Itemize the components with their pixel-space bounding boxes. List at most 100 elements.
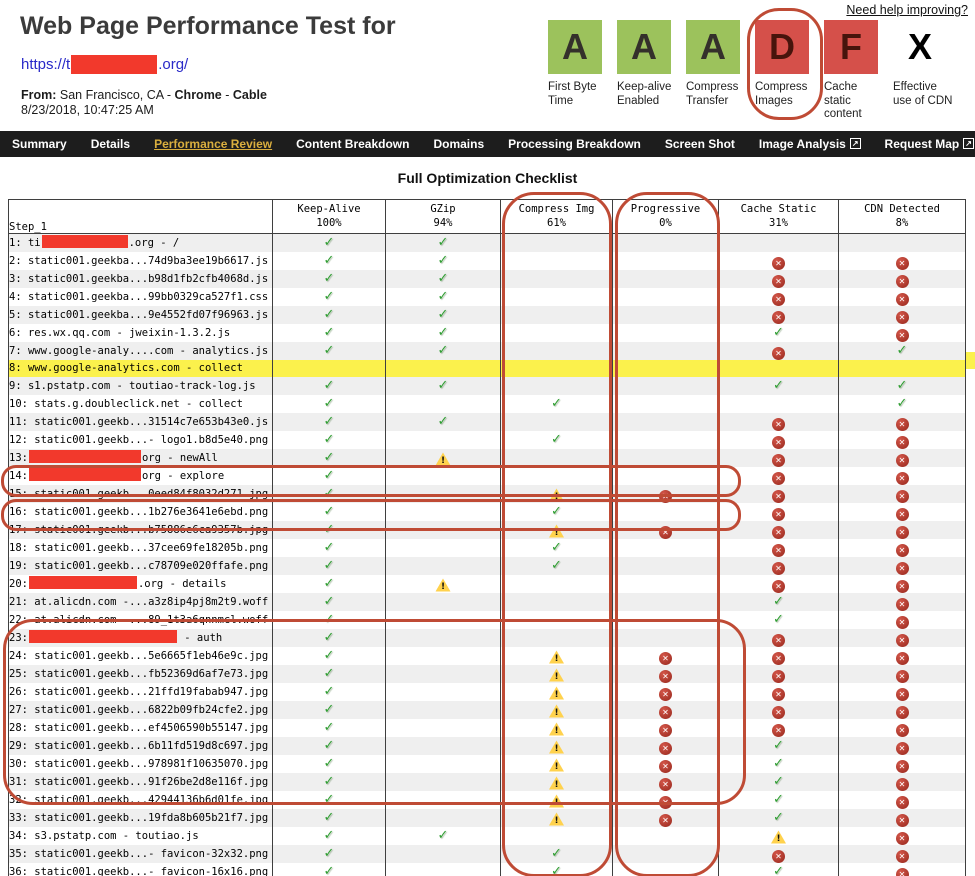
error-icon: ✕ xyxy=(772,435,785,449)
empty-cell xyxy=(718,233,839,252)
tab-screen-shot[interactable]: Screen Shot xyxy=(653,131,747,157)
check-icon: ✓ xyxy=(437,325,449,340)
tab-summary[interactable]: Summary xyxy=(0,131,79,157)
tab-domains[interactable]: Domains xyxy=(421,131,496,157)
empty-cell xyxy=(718,395,839,413)
error-icon: ✕ xyxy=(659,741,672,755)
grade-letter: A xyxy=(631,26,657,67)
warn-icon: ! xyxy=(549,776,564,790)
external-link-icon: ↗ xyxy=(849,138,861,149)
grade-box-first-byte-time: A xyxy=(548,20,602,74)
check-icon: ✓ xyxy=(323,414,335,429)
check-icon: ✓ xyxy=(773,378,784,393)
error-icon: ✕ xyxy=(895,669,909,683)
grade-box-compress-images: D xyxy=(755,20,809,74)
from-separator: - xyxy=(221,88,233,102)
check-icon: ✓ xyxy=(323,253,335,268)
tab-performance-review[interactable]: Performance Review xyxy=(142,131,284,157)
tab-label: Image Analysis xyxy=(758,137,846,151)
test-url-link[interactable]: https://t .org/ xyxy=(21,55,188,74)
request-label-text: org - newAll xyxy=(141,451,218,464)
need-help-improving-link[interactable]: Need help improving? xyxy=(846,3,968,17)
empty-cell xyxy=(612,395,719,413)
error-cell: ✕ xyxy=(838,701,966,719)
table-row: 5: static001.geekba...9e4552fd07f96963.j… xyxy=(8,306,966,324)
empty-cell xyxy=(612,342,719,360)
table-row: 14: org - explore ✓ ✕ ✕ xyxy=(9,467,966,485)
request-label: 5: static001.geekba...9e4552fd07f96963.j… xyxy=(9,306,273,324)
error-cell: ✕ xyxy=(838,665,966,683)
check-cell: ✓ xyxy=(500,431,613,449)
error-icon: ✕ xyxy=(895,274,909,288)
check-icon: ✓ xyxy=(323,432,335,447)
request-label: 14: org - explore xyxy=(9,467,273,485)
warn-cell: ! xyxy=(500,485,613,503)
check-cell: ✓ xyxy=(718,773,839,791)
error-cell: ✕ xyxy=(612,755,719,773)
empty-cell xyxy=(500,233,613,252)
url-suffix: .org/ xyxy=(158,56,189,73)
empty-cell xyxy=(612,360,719,377)
empty-cell xyxy=(500,575,613,593)
check-icon: ✓ xyxy=(323,468,335,483)
empty-cell xyxy=(385,809,501,827)
tab-processing-breakdown[interactable]: Processing Breakdown xyxy=(496,131,653,157)
tab-details[interactable]: Details xyxy=(79,131,142,157)
check-cell: ✓ xyxy=(272,252,386,270)
check-icon: ✓ xyxy=(551,396,562,411)
table-row: 18: static001.geekb...37cee69fe18205b.pn… xyxy=(9,539,966,557)
check-cell: ✓ xyxy=(272,809,386,827)
error-cell: ✕ xyxy=(838,467,966,485)
request-label-text: 23: xyxy=(9,631,28,644)
check-icon: ✓ xyxy=(323,325,335,340)
table-row: 7: www.google-analy....com - analytics.j… xyxy=(8,342,966,360)
tab-content-breakdown[interactable]: Content Breakdown xyxy=(284,131,421,157)
error-cell: ✕ xyxy=(838,683,966,701)
tab-request-map[interactable]: Request Map ↗ xyxy=(873,131,975,157)
grade-keep-alive-enabled: A Keep-alive Enabled xyxy=(617,20,686,122)
table-row: 12: static001.geekb...- logo1.b8d5e40.pn… xyxy=(9,431,966,449)
check-cell: ✓ xyxy=(272,593,386,611)
error-icon: ✕ xyxy=(659,813,672,827)
error-cell: ✕ xyxy=(718,719,839,737)
check-icon: ✓ xyxy=(773,325,784,340)
error-cell: ✕ xyxy=(838,324,966,342)
grade-label: First Byte Time xyxy=(548,81,597,107)
empty-cell xyxy=(385,557,501,575)
empty-cell xyxy=(612,233,719,252)
error-cell: ✕ xyxy=(838,593,966,611)
error-cell: ✕ xyxy=(612,521,719,539)
request-label-text: 35: static001.geekb...- favicon-32x32.pn… xyxy=(9,847,269,860)
error-cell: ✕ xyxy=(838,306,966,324)
check-icon: ✓ xyxy=(551,558,562,573)
check-cell: ✓ xyxy=(500,503,613,521)
table-row: 10: stats.g.doubleclick.net - collect ✓ ✓ ✓ xyxy=(9,395,966,413)
error-cell: ✕ xyxy=(612,773,719,791)
warn-icon: ! xyxy=(435,578,451,592)
check-cell: ✓ xyxy=(272,306,386,324)
error-cell: ✕ xyxy=(612,485,719,503)
grade-label: Effective use of CDN xyxy=(893,81,953,107)
check-icon: ✓ xyxy=(323,289,335,304)
error-cell: ✕ xyxy=(838,647,966,665)
request-label: 9: s1.pstatp.com - toutiao-track-log.js xyxy=(9,377,273,395)
check-cell: ✓ xyxy=(718,737,839,755)
table-row: 9: s1.pstatp.com - toutiao-track-log.js ✓… xyxy=(8,377,966,395)
check-cell: ✓ xyxy=(500,395,613,413)
check-icon: ✓ xyxy=(896,396,908,411)
grade-cache-static-content: F Cache static content xyxy=(824,20,893,122)
error-icon: ✕ xyxy=(772,849,785,863)
empty-cell xyxy=(612,306,719,324)
error-icon: ✕ xyxy=(772,292,785,306)
request-label: 4: static001.geekba...99bb0329ca527f1.cs… xyxy=(9,288,273,306)
error-icon: ✕ xyxy=(895,759,909,773)
error-icon: ✕ xyxy=(772,507,785,521)
check-cell: ✓ xyxy=(500,863,613,876)
error-icon: ✕ xyxy=(659,777,672,791)
checklist-title: Full Optimization Checklist xyxy=(397,170,578,186)
check-icon: ✓ xyxy=(323,486,335,501)
grade-letter: A xyxy=(700,26,726,67)
tab-image-analysis[interactable]: Image Analysis ↗ xyxy=(747,131,873,157)
empty-cell xyxy=(500,467,613,485)
